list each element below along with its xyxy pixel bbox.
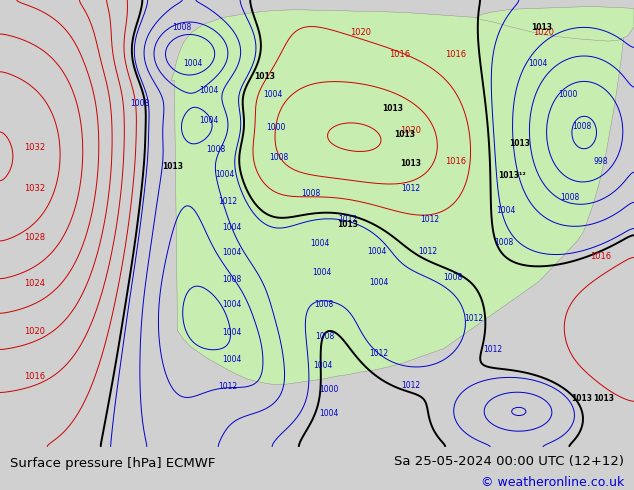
Text: 1004: 1004: [313, 268, 332, 277]
Text: 1004: 1004: [370, 278, 389, 287]
Text: 1008: 1008: [269, 153, 288, 162]
Text: 1008: 1008: [130, 99, 149, 108]
Text: 1004: 1004: [216, 170, 235, 179]
Text: 1008: 1008: [444, 273, 463, 282]
Text: 1032: 1032: [24, 184, 46, 193]
Text: 1008: 1008: [560, 193, 579, 202]
Text: 1008: 1008: [222, 275, 241, 284]
Text: 1013¹²: 1013¹²: [498, 171, 526, 180]
Text: 1004: 1004: [528, 59, 547, 68]
Text: 1016: 1016: [24, 372, 46, 381]
Text: 1004: 1004: [319, 409, 338, 418]
Text: 1013: 1013: [531, 23, 553, 32]
Text: 1016: 1016: [444, 157, 466, 166]
Text: 1008: 1008: [314, 300, 333, 309]
Text: 1013: 1013: [162, 162, 183, 171]
Text: 1013: 1013: [254, 73, 276, 81]
Text: 1004: 1004: [368, 246, 387, 256]
Text: © weatheronline.co.uk: © weatheronline.co.uk: [481, 476, 624, 489]
Text: 1012: 1012: [219, 197, 238, 206]
Text: 1012: 1012: [370, 349, 389, 358]
Text: Surface pressure [hPa] ECMWF: Surface pressure [hPa] ECMWF: [10, 457, 215, 470]
Text: 1032: 1032: [24, 143, 46, 152]
Text: 1020: 1020: [533, 27, 555, 37]
Text: 1000: 1000: [558, 90, 577, 99]
Text: 1016: 1016: [590, 252, 612, 262]
Text: 1008: 1008: [315, 332, 334, 341]
Text: 1020: 1020: [400, 126, 422, 135]
Text: 1013: 1013: [593, 394, 614, 403]
Text: 1008: 1008: [495, 238, 514, 246]
Text: 1004: 1004: [314, 361, 333, 370]
Text: 1012: 1012: [401, 381, 420, 390]
Text: Sa 25-05-2024 00:00 UTC (12+12): Sa 25-05-2024 00:00 UTC (12+12): [394, 456, 624, 468]
Text: 1004: 1004: [200, 116, 219, 125]
Text: 1013: 1013: [571, 394, 593, 403]
Text: 1004: 1004: [311, 239, 330, 248]
Text: 1020: 1020: [349, 27, 371, 37]
Text: 1004: 1004: [200, 86, 219, 95]
Text: 1013: 1013: [337, 220, 358, 229]
Text: 1013: 1013: [509, 139, 531, 148]
Text: 1000: 1000: [266, 123, 285, 132]
Text: 1004: 1004: [263, 90, 282, 99]
Text: 1004: 1004: [222, 355, 241, 364]
Text: 1008: 1008: [573, 122, 592, 130]
Text: 1024: 1024: [24, 279, 46, 288]
Text: 1012: 1012: [465, 314, 484, 323]
Text: 1012: 1012: [219, 382, 238, 391]
Text: 1013: 1013: [382, 104, 404, 113]
Text: 1004: 1004: [222, 223, 241, 232]
Text: 1008: 1008: [206, 145, 225, 154]
Text: 1013: 1013: [394, 130, 415, 140]
Text: 1004: 1004: [222, 300, 241, 309]
Text: 1004: 1004: [222, 248, 241, 257]
Text: 1004: 1004: [184, 59, 203, 68]
Text: 1012: 1012: [418, 246, 437, 256]
Text: 1020: 1020: [24, 327, 46, 336]
Text: 1028: 1028: [24, 233, 46, 242]
Text: 1012: 1012: [401, 184, 420, 193]
Text: 1000: 1000: [319, 385, 338, 394]
Text: 1016: 1016: [444, 50, 466, 59]
Text: 1012: 1012: [484, 345, 503, 354]
Text: 1004: 1004: [496, 206, 515, 216]
Polygon shape: [476, 7, 634, 41]
Text: 1008: 1008: [301, 189, 320, 197]
Text: 1016: 1016: [389, 50, 410, 59]
Text: 1012: 1012: [338, 216, 357, 224]
Text: 1012: 1012: [420, 216, 439, 224]
Text: 998: 998: [594, 157, 608, 166]
Text: 1013: 1013: [400, 159, 422, 168]
Text: 1004: 1004: [222, 328, 241, 338]
Polygon shape: [171, 10, 624, 384]
Text: 1008: 1008: [172, 23, 191, 32]
